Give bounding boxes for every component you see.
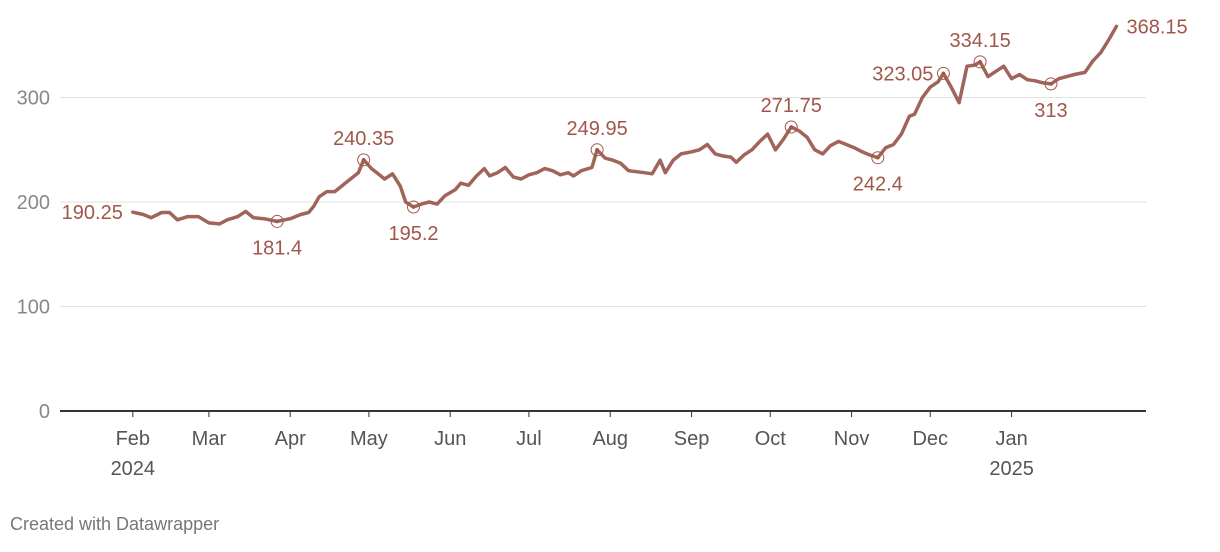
- annotation-label: 323.05: [872, 63, 933, 85]
- x-axis: Feb 2024 Mar Apr May Jun Jul Aug Sep Oct Nov Dec Jan…: [60, 410, 1146, 480]
- annotation-marker-dot: [978, 60, 982, 64]
- annotation-marker-dot: [275, 219, 279, 224]
- annotation-marker: [407, 200, 421, 214]
- annotation-label: 313: [1034, 100, 1067, 122]
- annotation-marker: [590, 143, 604, 157]
- annotation-label: 249.95: [567, 118, 628, 140]
- y-axis: 0 100 200 300: [17, 88, 50, 424]
- annotation-marker-dot: [876, 155, 880, 160]
- annotation-marker: [936, 66, 950, 80]
- series-line: [131, 24, 1119, 226]
- annotation-label: 368.15: [1127, 16, 1188, 38]
- annotation-marker-dot: [789, 125, 794, 129]
- y-tick-label: 100: [17, 297, 50, 319]
- annotations: 190.25 181.4 240.35 195.2 249.95 271.75 242.4 3…: [62, 16, 1188, 259]
- annotation-label: 334.15: [950, 30, 1011, 52]
- x-tick-label: Oct: [755, 428, 787, 450]
- annotation-marker: [357, 153, 371, 167]
- annotation-marker: [270, 214, 284, 228]
- y-tick-label: 200: [17, 192, 50, 214]
- annotation-label: 242.4: [853, 174, 903, 196]
- annotation-label: 181.4: [252, 237, 302, 259]
- y-tick-label: 300: [17, 88, 50, 110]
- x-tick-label: Apr: [275, 428, 306, 450]
- x-tick-label: Aug: [592, 428, 628, 450]
- x-tick-sublabel: 2025: [989, 458, 1034, 480]
- x-tick-label: May: [350, 428, 388, 450]
- x-tick-sublabel: 2024: [111, 458, 156, 480]
- annotation-label: 190.25: [62, 202, 123, 224]
- annotation-marker-dot: [411, 205, 416, 209]
- credit-text: Created with Datawrapper: [10, 514, 220, 534]
- x-tick-label: Jul: [516, 428, 542, 450]
- annotation-marker: [784, 120, 798, 134]
- annotation-marker-dot: [361, 158, 366, 162]
- x-tick-label: Feb: [116, 428, 150, 450]
- x-tick-label: Jan: [995, 428, 1027, 450]
- annotation-marker: [871, 151, 885, 165]
- annotation-label: 195.2: [388, 223, 438, 245]
- series-group: [131, 24, 1119, 226]
- y-tick-label: 0: [39, 401, 50, 423]
- x-tick-label: Sep: [674, 428, 710, 450]
- x-tick-label: Jun: [434, 428, 466, 450]
- annotation-label: 271.75: [761, 95, 822, 117]
- gridlines: [60, 97, 1146, 307]
- annotation-marker-dot: [941, 71, 946, 76]
- annotation-marker: [1044, 77, 1058, 91]
- annotation-marker: [973, 55, 987, 69]
- x-tick-label: Mar: [192, 428, 227, 450]
- annotation-marker-dot: [595, 148, 599, 152]
- annotation-label: 240.35: [333, 128, 394, 150]
- x-tick-label: Nov: [834, 428, 870, 450]
- annotation-marker-dot: [1049, 82, 1053, 86]
- x-tick-label: Dec: [912, 428, 948, 450]
